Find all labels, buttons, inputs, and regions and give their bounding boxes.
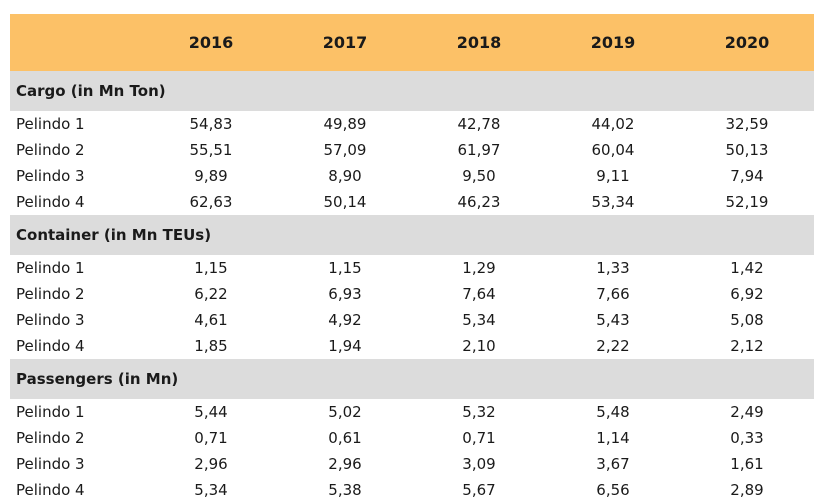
table-cell: 5,34	[462, 311, 496, 329]
year-header: 2020	[724, 33, 770, 52]
table-cell: 1,85	[194, 337, 228, 355]
row-label: Pelindo 4	[16, 337, 85, 355]
section-title: Passengers (in Mn)	[16, 370, 179, 388]
table-cell: 8,90	[328, 167, 362, 185]
table-cell: 2,49	[730, 403, 764, 421]
table-cell: 0,71	[194, 429, 228, 447]
table-cell: 32,59	[725, 115, 769, 133]
table-cell: 1,42	[730, 259, 764, 277]
table-cell: 62,63	[189, 193, 233, 211]
table-cell: 5,34	[194, 481, 228, 499]
table-row: Pelindo 3 9,89 8,90 9,50 9,11 7,94	[10, 163, 814, 189]
table-cell: 5,67	[462, 481, 496, 499]
row-label: Pelindo 3	[16, 455, 85, 473]
table-cell: 6,93	[328, 285, 362, 303]
year-header: 2017	[322, 33, 368, 52]
section-header-row: Cargo (in Mn Ton)	[10, 71, 814, 111]
table-cell: 53,34	[591, 193, 635, 211]
table-cell: 0,33	[730, 429, 764, 447]
table-cell: 3,67	[596, 455, 630, 473]
table-cell: 55,51	[189, 141, 233, 159]
table-cell: 4,61	[194, 311, 228, 329]
table-cell: 46,23	[457, 193, 501, 211]
row-label: Pelindo 3	[16, 311, 85, 329]
table-cell: 1,29	[462, 259, 496, 277]
table-cell: 54,83	[189, 115, 233, 133]
table-row: Pelindo 2 55,51 57,09 61,97 60,04 50,13	[10, 137, 814, 163]
table-cell: 7,66	[596, 285, 630, 303]
section-title: Cargo (in Mn Ton)	[16, 82, 166, 100]
table-cell: 50,13	[725, 141, 769, 159]
table-cell: 2,10	[462, 337, 496, 355]
table-row: Pelindo 2 6,22 6,93 7,64 7,66 6,92	[10, 281, 814, 307]
table-cell: 1,61	[730, 455, 764, 473]
table-row: Pelindo 3 2,96 2,96 3,09 3,67 1,61	[10, 451, 814, 477]
row-label: Pelindo 2	[16, 141, 85, 159]
year-header: 2018	[456, 33, 502, 52]
table-cell: 0,71	[462, 429, 496, 447]
year-header: 2019	[590, 33, 636, 52]
row-label: Pelindo 4	[16, 481, 85, 499]
year-header: 2016	[188, 33, 234, 52]
table-row: Pelindo 1 1,15 1,15 1,29 1,33 1,42	[10, 255, 814, 281]
table-row: Pelindo 4 62,63 50,14 46,23 53,34 52,19	[10, 189, 814, 215]
table-row: Pelindo 4 5,34 5,38 5,67 6,56 2,89	[10, 477, 814, 503]
table-cell: 49,89	[323, 115, 367, 133]
row-label: Pelindo 1	[16, 403, 85, 421]
table-cell: 2,96	[194, 455, 228, 473]
table-cell: 5,08	[730, 311, 764, 329]
row-label: Pelindo 2	[16, 429, 85, 447]
table-cell: 1,15	[328, 259, 362, 277]
section-title: Container (in Mn TEUs)	[16, 226, 212, 244]
table-row: Pelindo 3 4,61 4,92 5,34 5,43 5,08	[10, 307, 814, 333]
table-cell: 1,94	[328, 337, 362, 355]
table-cell: 50,14	[323, 193, 367, 211]
table-cell: 7,64	[462, 285, 496, 303]
table-cell: 5,48	[596, 403, 630, 421]
table-cell: 5,02	[328, 403, 362, 421]
table-row: Pelindo 1 54,83 49,89 42,78 44,02 32,59	[10, 111, 814, 137]
table-cell: 6,92	[730, 285, 764, 303]
table-cell: 60,04	[591, 141, 635, 159]
table-cell: 57,09	[323, 141, 367, 159]
row-label: Pelindo 4	[16, 193, 85, 211]
table-cell: 7,94	[730, 167, 764, 185]
table-cell: 6,22	[194, 285, 228, 303]
table-row: Pelindo 1 5,44 5,02 5,32 5,48 2,49	[10, 399, 814, 425]
table-cell: 42,78	[457, 115, 501, 133]
table-row: Pelindo 2 0,71 0,61 0,71 1,14 0,33	[10, 425, 814, 451]
table-cell: 5,32	[462, 403, 496, 421]
table-cell: 44,02	[591, 115, 635, 133]
table-cell: 2,22	[596, 337, 630, 355]
table-cell: 2,12	[730, 337, 764, 355]
header-row: 2016 2017 2018 2019 2020	[10, 14, 814, 71]
table-cell: 2,89	[730, 481, 764, 499]
table-cell: 1,14	[596, 429, 630, 447]
table-cell: 6,56	[596, 481, 630, 499]
table-cell: 3,09	[462, 455, 496, 473]
table-cell: 5,38	[328, 481, 362, 499]
table-cell: 9,11	[596, 167, 630, 185]
table-cell: 52,19	[725, 193, 769, 211]
table-cell: 61,97	[457, 141, 501, 159]
section-header-row: Container (in Mn TEUs)	[10, 215, 814, 255]
table-cell: 5,44	[194, 403, 228, 421]
row-label: Pelindo 1	[16, 259, 85, 277]
section-header-row: Passengers (in Mn)	[10, 359, 814, 399]
table-row: Pelindo 4 1,85 1,94 2,10 2,22 2,12	[10, 333, 814, 359]
row-label: Pelindo 1	[16, 115, 85, 133]
row-label: Pelindo 2	[16, 285, 85, 303]
table-cell: 4,92	[328, 311, 362, 329]
data-table: 2016 2017 2018 2019 2020 Cargo (in Mn To…	[10, 14, 814, 503]
table-cell: 9,50	[462, 167, 496, 185]
table-cell: 2,96	[328, 455, 362, 473]
table-cell: 5,43	[596, 311, 630, 329]
table-cell: 9,89	[194, 167, 228, 185]
table-cell: 1,15	[194, 259, 228, 277]
row-label: Pelindo 3	[16, 167, 85, 185]
table-cell: 0,61	[328, 429, 362, 447]
table-cell: 1,33	[596, 259, 630, 277]
